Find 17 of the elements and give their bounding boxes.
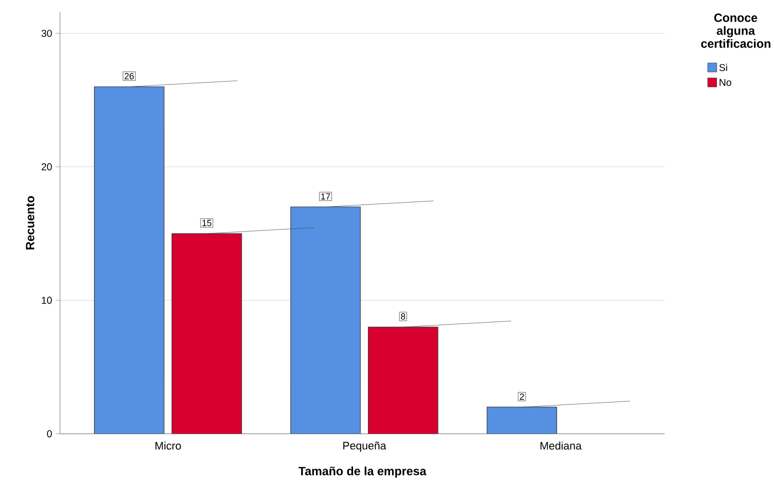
y-tick-label: 0	[47, 430, 52, 438]
y-tick-label: 10	[42, 296, 52, 304]
legend-title: Conoce alguna certificacion	[701, 14, 770, 48]
legend-label: No	[720, 79, 732, 86]
data-label: 15	[202, 220, 212, 226]
data-label: 26	[124, 73, 134, 80]
data-label: 2	[520, 394, 524, 400]
y-tick-label: 20	[42, 163, 52, 170]
x-tick-label: Mediana	[540, 442, 582, 450]
data-label: 17	[321, 193, 330, 200]
legend-label: Si	[719, 64, 728, 72]
x-tick-label: Micro	[155, 442, 181, 450]
y-axis-title: Recuento	[26, 196, 34, 250]
data-label: 8	[400, 313, 406, 320]
x-tick-label: Pequeña	[343, 442, 386, 452]
x-axis-title: Tamaño de la empresa	[298, 466, 426, 478]
y-tick-label: 30	[42, 30, 52, 37]
